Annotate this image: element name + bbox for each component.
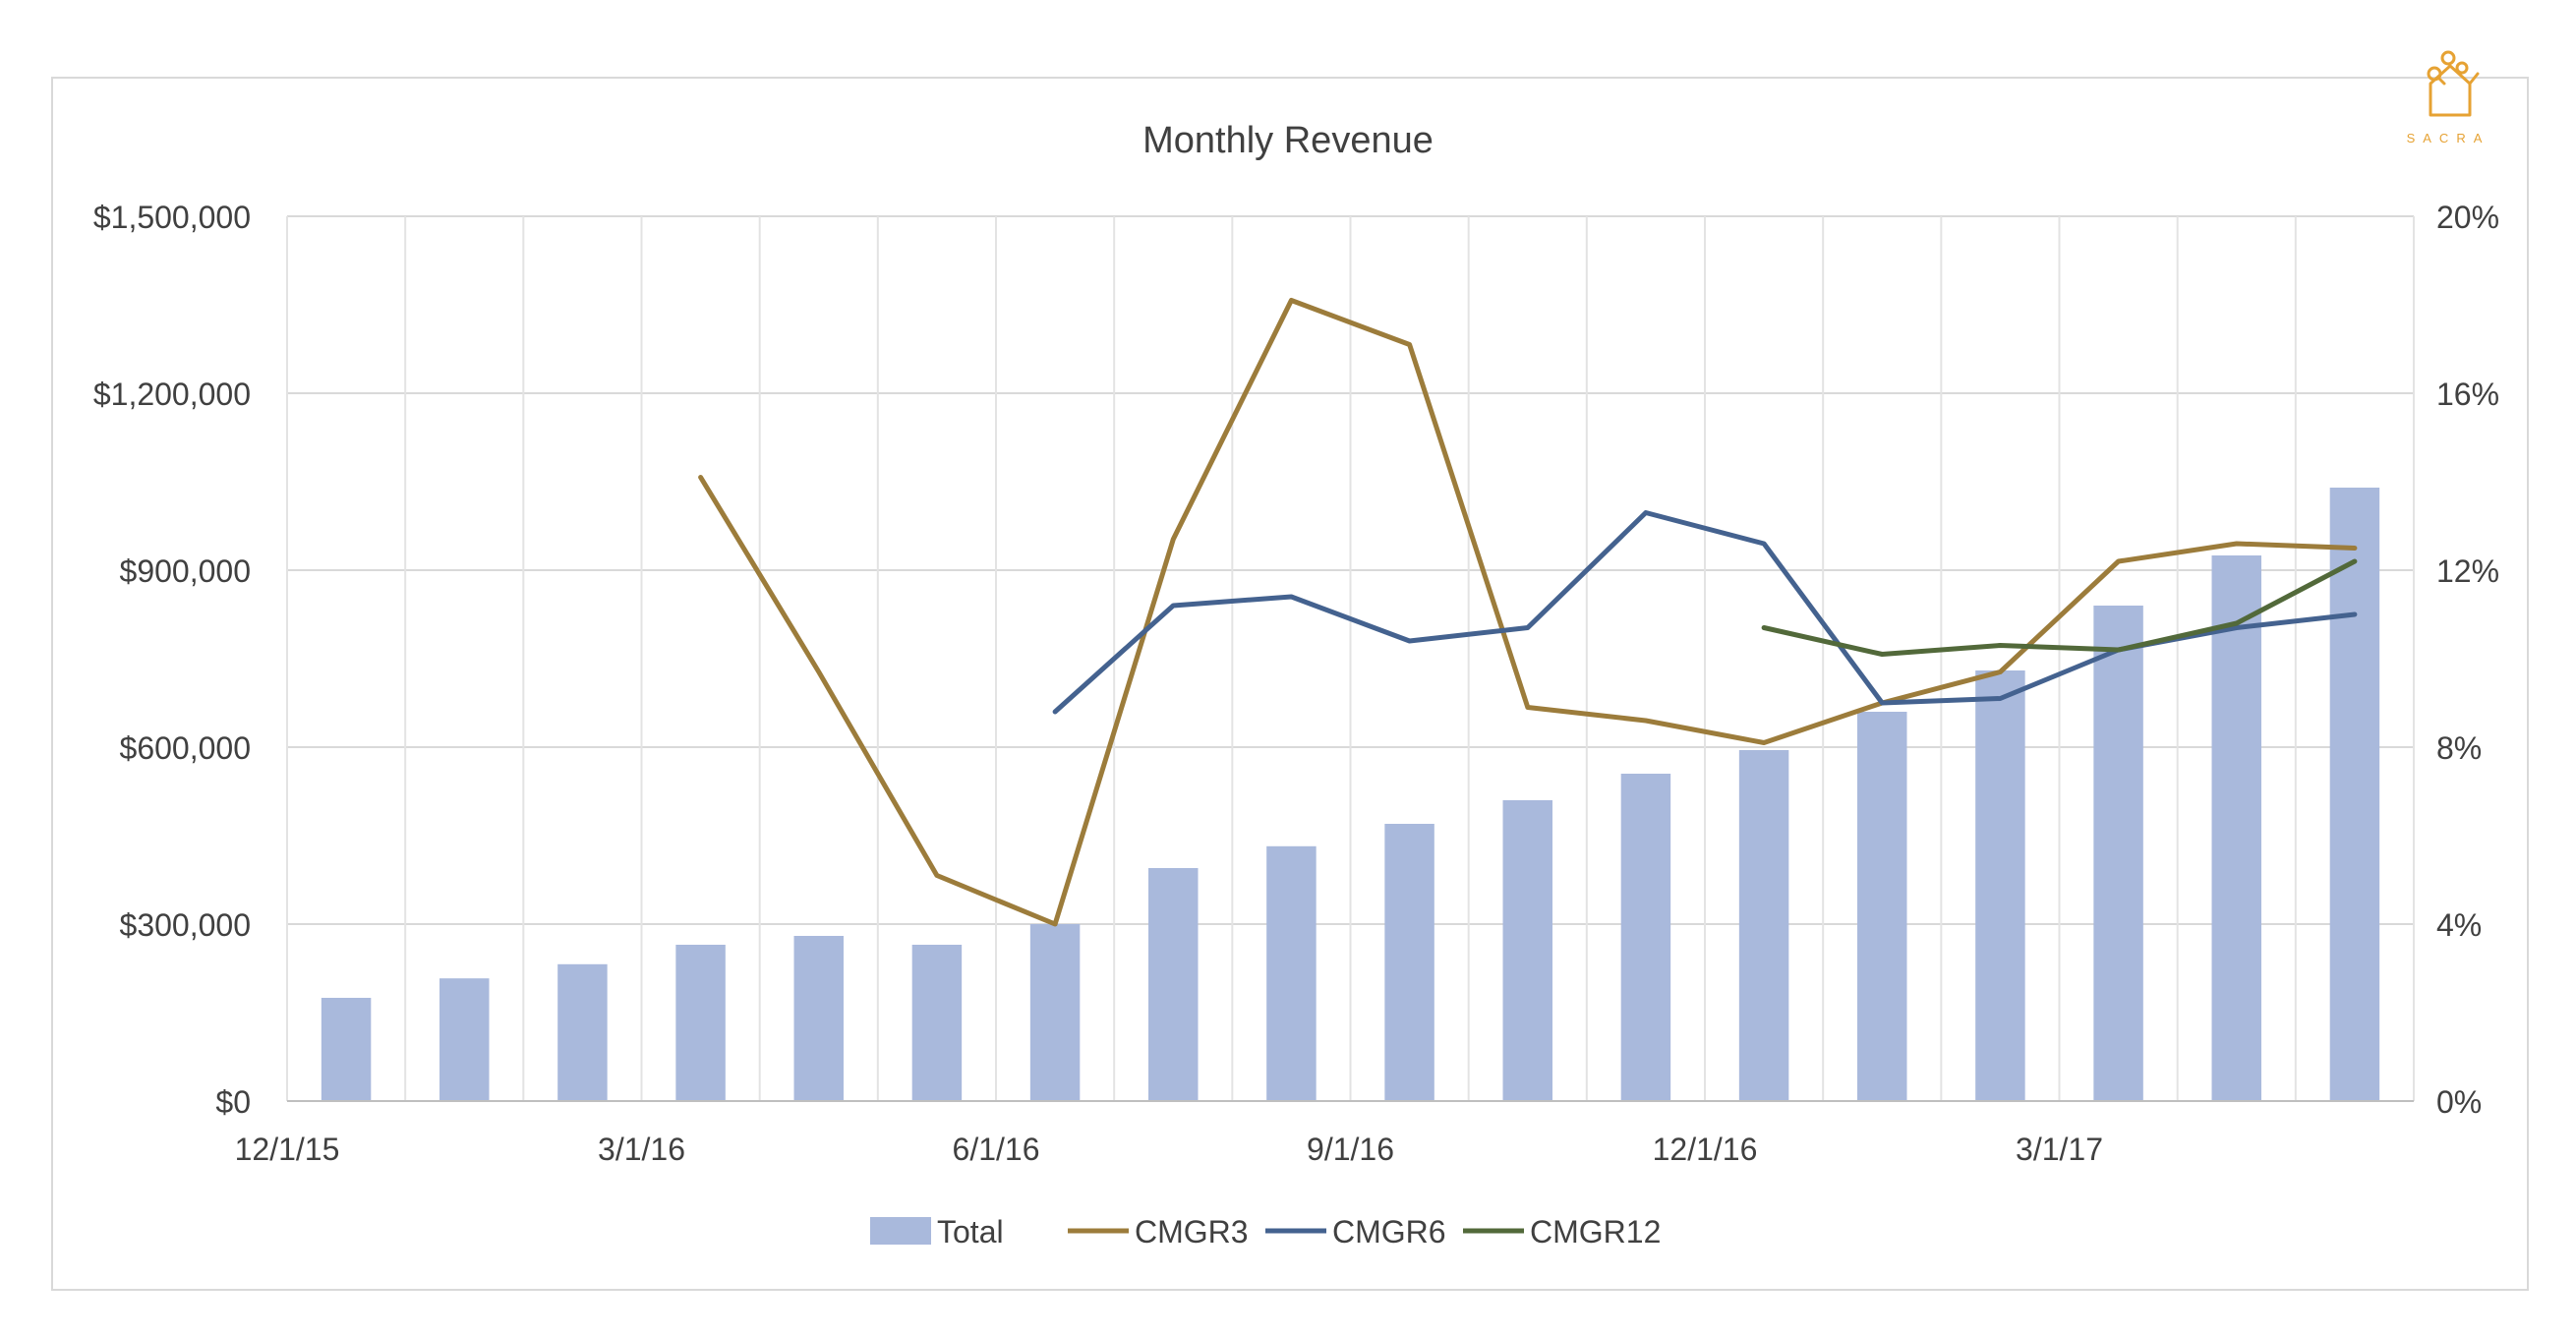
y2-tick-label: 0% — [2436, 1084, 2482, 1120]
y-tick-label: $1,200,000 — [93, 377, 251, 412]
sacra-logo: SACRA — [2389, 44, 2507, 152]
y2-tick-label: 12% — [2436, 553, 2499, 589]
bar-total — [1975, 670, 2025, 1101]
bar-total — [1148, 868, 1199, 1101]
bar-total — [439, 978, 490, 1101]
y-tick-label: $300,000 — [120, 907, 251, 943]
x-tick-label: 12/1/15 — [235, 1132, 340, 1167]
legend-swatch-total — [870, 1217, 931, 1245]
y-tick-label: $900,000 — [120, 553, 251, 589]
legend-label-cmgr12: CMGR12 — [1530, 1214, 1661, 1250]
y2-tick-label: 4% — [2436, 907, 2482, 943]
legend-label-cmgr3: CMGR3 — [1135, 1214, 1249, 1250]
bar-total — [1502, 800, 1552, 1101]
bar-total — [1029, 924, 1081, 1101]
bar-series-total — [321, 488, 2380, 1101]
y-tick-label: $600,000 — [120, 730, 251, 766]
bar-total — [2329, 488, 2380, 1101]
x-tick-label: 3/1/16 — [598, 1132, 685, 1167]
line-cmgr12 — [1761, 558, 2358, 657]
bar-total — [1384, 824, 1434, 1101]
axes: $0 $300,000 $600,000 $900,000 $1,200,000 $1,5… — [93, 200, 2499, 1167]
y-tick-label: $1,500,000 — [93, 200, 251, 235]
y-tick-label: $0 — [215, 1084, 251, 1120]
x-tick-label: 9/1/16 — [1307, 1132, 1394, 1167]
line-cmgr3 — [698, 298, 2358, 927]
x-tick-label: 6/1/16 — [953, 1132, 1040, 1167]
y2-tick-label: 16% — [2436, 377, 2499, 412]
legend-label-cmgr6: CMGR6 — [1332, 1214, 1446, 1250]
bar-total — [1738, 750, 1789, 1101]
bar-total — [911, 945, 963, 1101]
sacra-logo-icon — [2427, 50, 2480, 117]
y2-tick-label: 8% — [2436, 730, 2482, 766]
bar-total — [793, 936, 844, 1101]
bar-total — [321, 998, 372, 1101]
x-tick-label: 3/1/17 — [2016, 1132, 2103, 1167]
bar-total — [1857, 712, 1907, 1101]
legend-label-total: Total — [937, 1214, 1004, 1250]
bar-total — [2093, 606, 2143, 1101]
bar-total — [1620, 774, 1671, 1101]
chart-title: Monthly Revenue — [1142, 120, 1434, 161]
y2-tick-label: 20% — [2436, 200, 2499, 235]
bar-total — [557, 963, 608, 1101]
x-tick-label: 12/1/16 — [1653, 1132, 1758, 1167]
bar-total — [675, 945, 726, 1101]
sacra-logo-text: SACRA — [2406, 131, 2490, 145]
bar-total — [1266, 845, 1317, 1101]
gridlines — [286, 215, 2415, 1101]
bar-total — [2211, 555, 2261, 1101]
line-series — [698, 298, 2358, 927]
legend: Total CMGR3 CMGR6 CMGR12 — [870, 1214, 1661, 1250]
